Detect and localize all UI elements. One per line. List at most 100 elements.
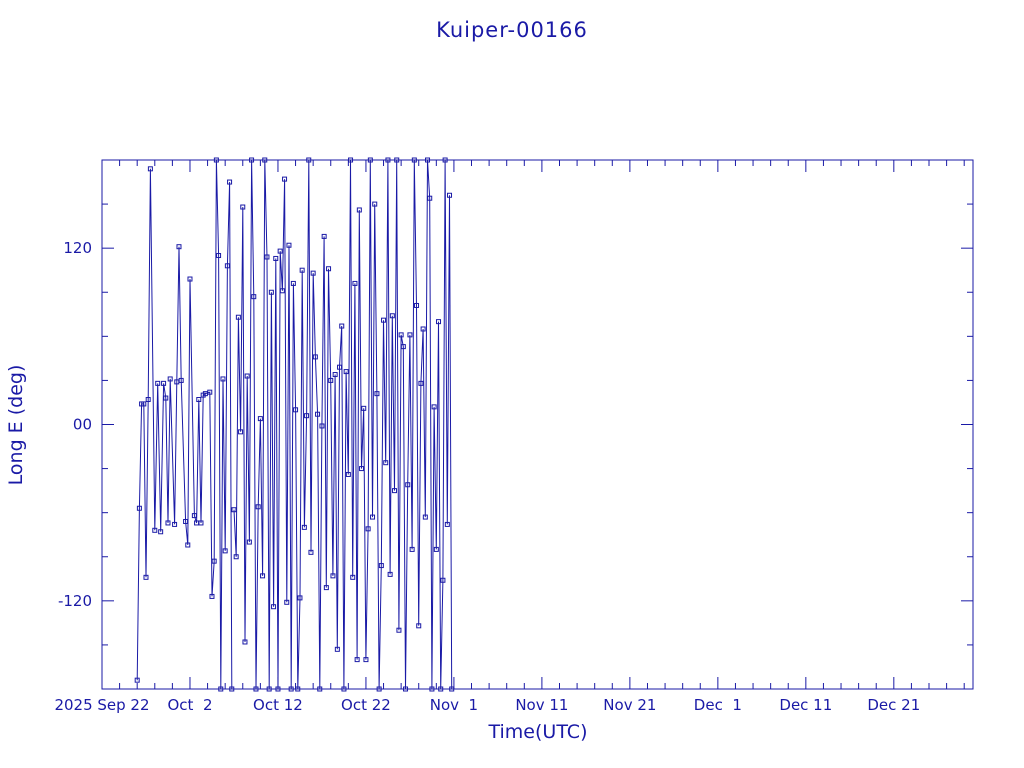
plot-area bbox=[134, 157, 455, 692]
data-point bbox=[282, 176, 288, 182]
data-point bbox=[328, 377, 334, 383]
y-tick-label: -120 bbox=[58, 592, 92, 610]
data-point bbox=[191, 513, 197, 519]
data-point bbox=[359, 466, 365, 472]
data-point bbox=[240, 204, 246, 210]
data-point bbox=[152, 527, 158, 533]
x-axis: 2025 Sep 22 Oct 2 Oct 12 Oct 22 Nov 1 Nov 11 N… bbox=[54, 160, 965, 714]
x-tick-label: Oct 22 bbox=[341, 696, 391, 714]
data-point bbox=[414, 302, 420, 308]
data-point bbox=[306, 157, 312, 163]
data-point bbox=[266, 686, 272, 692]
data-point bbox=[367, 157, 373, 163]
x-tick-label: Nov 1 bbox=[430, 696, 478, 714]
data-point bbox=[235, 314, 241, 320]
data-point bbox=[326, 266, 332, 272]
data-point bbox=[268, 289, 274, 295]
y-tick-label: 00 bbox=[73, 416, 92, 434]
data-point bbox=[178, 377, 184, 383]
data-point bbox=[319, 423, 325, 429]
y-tick-label: 120 bbox=[63, 239, 92, 257]
x-tick-label: Dec 1 bbox=[694, 696, 742, 714]
data-point bbox=[365, 526, 371, 532]
data-point bbox=[323, 585, 329, 591]
series-line bbox=[136, 159, 233, 690]
data-point bbox=[354, 657, 360, 663]
data-point bbox=[213, 157, 219, 163]
x-tick-label: 2025 Sep 22 bbox=[54, 696, 149, 714]
data-point bbox=[330, 573, 336, 579]
data-point bbox=[163, 395, 169, 401]
data-point bbox=[387, 571, 393, 577]
data-point bbox=[429, 686, 435, 692]
data-point bbox=[185, 542, 191, 548]
data-point bbox=[405, 482, 411, 488]
data-point bbox=[161, 380, 167, 386]
data-point bbox=[370, 514, 376, 520]
data-point bbox=[273, 255, 279, 261]
data-point bbox=[229, 686, 235, 692]
data-point bbox=[275, 686, 281, 692]
data-point bbox=[255, 504, 261, 510]
data-point bbox=[411, 157, 417, 163]
data-point bbox=[422, 514, 428, 520]
data-point bbox=[246, 539, 252, 545]
data-point bbox=[220, 376, 226, 382]
chart-title: Kuiper-00166 bbox=[436, 18, 588, 42]
data-point bbox=[341, 686, 347, 692]
data-point bbox=[293, 407, 299, 413]
data-point bbox=[372, 201, 378, 207]
data-point bbox=[433, 546, 439, 552]
data-point bbox=[251, 294, 257, 300]
data-point bbox=[216, 253, 222, 259]
x-tick-label: Nov 21 bbox=[603, 696, 656, 714]
data-point bbox=[348, 157, 354, 163]
data-point bbox=[312, 354, 318, 360]
data-point bbox=[257, 416, 263, 422]
data-point bbox=[337, 364, 343, 370]
data-point bbox=[187, 276, 193, 282]
data-point bbox=[407, 332, 413, 338]
x-tick-label: Dec 11 bbox=[779, 696, 832, 714]
data-point bbox=[345, 471, 351, 477]
data-point bbox=[376, 686, 382, 692]
data-point bbox=[284, 599, 290, 605]
series-line bbox=[233, 159, 453, 690]
data-point bbox=[264, 254, 270, 260]
data-point bbox=[315, 411, 321, 417]
data-point bbox=[392, 488, 398, 494]
x-axis-title: Time(UTC) bbox=[488, 721, 588, 743]
data-point bbox=[279, 288, 285, 294]
data-point bbox=[440, 577, 446, 583]
data-point bbox=[277, 248, 283, 254]
data-point bbox=[383, 460, 389, 466]
data-point bbox=[317, 686, 323, 692]
data-point bbox=[352, 280, 358, 286]
data-point bbox=[438, 686, 444, 692]
data-point bbox=[304, 413, 310, 419]
data-point bbox=[207, 389, 213, 395]
data-point bbox=[227, 179, 233, 185]
data-point bbox=[222, 548, 228, 554]
data-point bbox=[183, 518, 189, 524]
data-point bbox=[299, 267, 305, 273]
data-point bbox=[339, 323, 345, 329]
data-point bbox=[288, 686, 294, 692]
x-tick-label: Dec 21 bbox=[867, 696, 920, 714]
data-point bbox=[165, 520, 171, 526]
data-point bbox=[398, 332, 404, 338]
data-point bbox=[271, 604, 277, 610]
data-point bbox=[218, 686, 224, 692]
data-point bbox=[224, 263, 230, 269]
data-point bbox=[427, 195, 433, 201]
data-point bbox=[385, 157, 391, 163]
x-tick-label: Nov 11 bbox=[515, 696, 568, 714]
data-point bbox=[155, 380, 161, 386]
data-point bbox=[374, 391, 380, 397]
data-point bbox=[420, 326, 426, 332]
data-point bbox=[400, 344, 406, 350]
y-axis: -120 00 120 bbox=[58, 159, 973, 690]
data-point bbox=[176, 244, 182, 250]
data-point bbox=[143, 574, 149, 580]
